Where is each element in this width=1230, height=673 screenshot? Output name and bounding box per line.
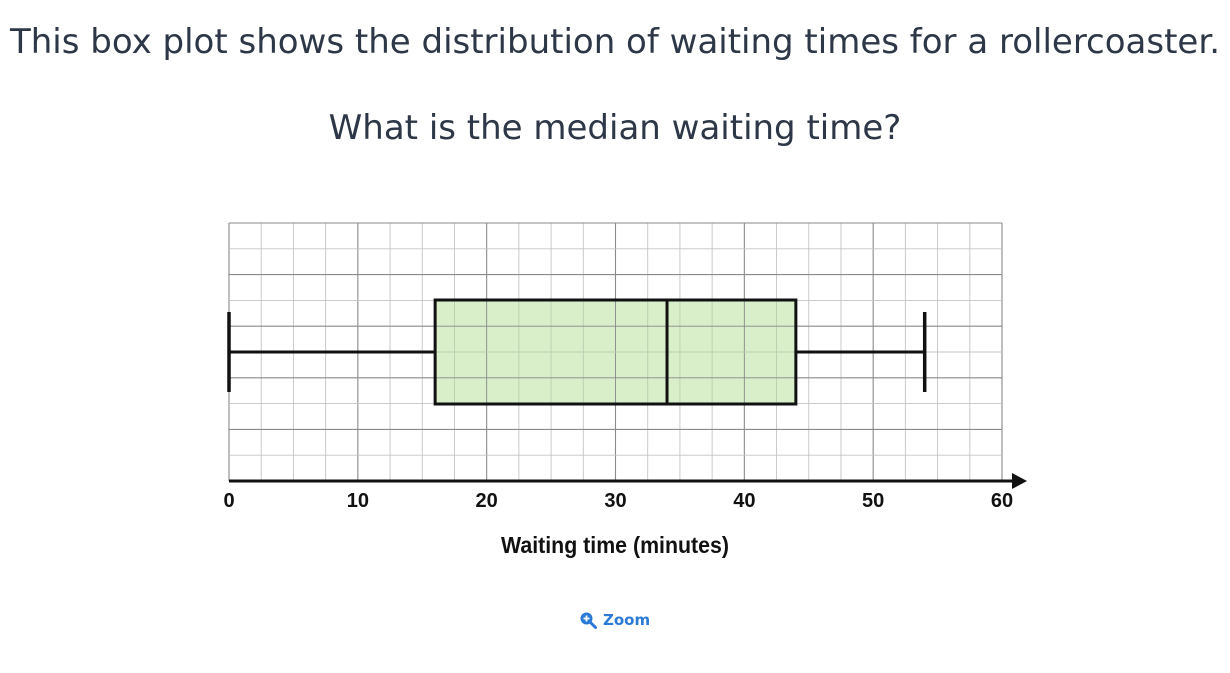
zoom-in-icon <box>579 611 597 629</box>
question-text: This box plot shows the distribution of … <box>9 22 1221 62</box>
x-axis-arrow <box>1012 473 1027 489</box>
x-tick-label: 40 <box>733 490 755 512</box>
x-tick-label: 60 <box>991 490 1013 512</box>
box-outline <box>433 298 798 406</box>
x-tick-labels: 0 10 20 30 40 50 60 <box>223 490 1013 512</box>
question-prompt: What is the median waiting time? <box>328 108 902 148</box>
x-axis <box>229 473 1027 489</box>
x-tick-label: 20 <box>476 490 498 512</box>
box-plot-chart: 0 10 20 30 40 50 60 Waiting time (minutes) <box>223 222 1027 558</box>
x-axis-label: Waiting time (minutes) <box>501 532 729 558</box>
x-tick-label: 50 <box>862 490 884 512</box>
x-tick-label: 0 <box>223 490 234 512</box>
zoom-label: Zoom <box>603 611 651 629</box>
x-tick-label: 30 <box>604 490 626 512</box>
x-tick-label: 10 <box>347 490 369 512</box>
box-plot <box>227 298 927 406</box>
zoom-button[interactable]: Zoom <box>579 611 650 629</box>
